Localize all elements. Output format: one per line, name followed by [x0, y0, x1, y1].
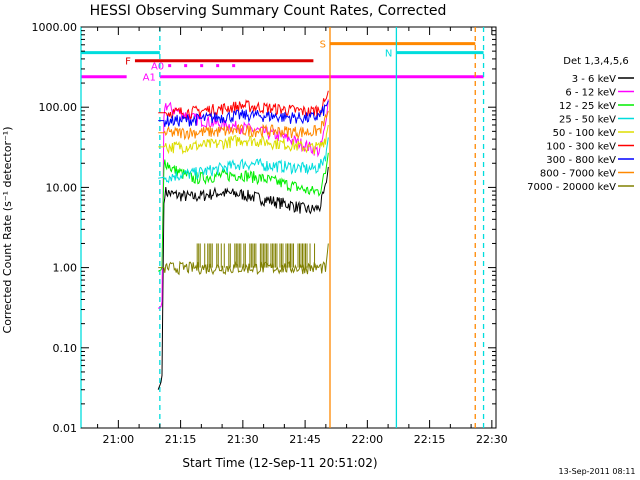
plot-area-border: [80, 26, 497, 429]
y-tick-label: 1000.00: [32, 21, 78, 34]
legend-title: Det 1,3,4,5,6: [563, 56, 628, 67]
series-line: [157, 166, 329, 390]
y-tick-label: 100.00: [39, 101, 78, 114]
series-line: [158, 243, 329, 276]
chart-title: HESSI Observing Summary Count Rates, Cor…: [90, 3, 447, 19]
legend-label: 25 - 50 keV: [559, 115, 616, 126]
x-tick-label: 21:15: [165, 433, 197, 446]
legend-label: 800 - 7000 keV: [540, 169, 616, 180]
y-tick-label: 0.10: [53, 342, 78, 355]
flag-label: A1: [143, 73, 156, 84]
flag-label: S: [320, 40, 326, 51]
legend-label: 300 - 800 keV: [546, 155, 616, 166]
x-tick-label: 21:45: [289, 433, 321, 446]
y-tick-label: 0.01: [53, 422, 78, 435]
legend-label: 3 - 6 keV: [572, 74, 616, 85]
vline-layer: [80, 27, 485, 428]
flag-label: A0: [151, 62, 164, 73]
legend-label: 7000 - 20000 keV: [527, 182, 616, 193]
series-layer: [157, 90, 329, 390]
y-tick-label: 1.00: [53, 262, 78, 275]
legend: Det 1,3,4,5,6 3 - 6 keV 6 - 12 keV 12 - 25…: [527, 56, 634, 193]
plot-frame: [80, 26, 497, 429]
series-line: [158, 90, 329, 120]
timestamp-stamp: 13-Sep-2011 08:11: [559, 467, 636, 476]
series-line: [158, 100, 329, 128]
tick-layer: 1000.00 100.00 10.00 1.00 0.10 0.01 21:00 21:15…: [32, 21, 508, 446]
x-tick-label: 22:30: [476, 433, 508, 446]
series-line: [158, 124, 329, 155]
x-tick-label: 22:00: [351, 433, 383, 446]
x-tick-label: 22:15: [414, 433, 446, 446]
flag-label: F: [125, 57, 131, 68]
legend-label: 12 - 25 keV: [559, 101, 616, 112]
y-tick-label: 10.00: [46, 181, 78, 194]
x-tick-label: 21:00: [102, 433, 134, 446]
flag-label: N: [385, 49, 392, 60]
legend-label: 100 - 300 keV: [546, 142, 616, 153]
legend-label: 6 - 12 keV: [565, 88, 616, 99]
legend-label: 50 - 100 keV: [553, 128, 617, 139]
y-axis-label: Corrected Count Rate (s⁻¹ detector⁻¹): [1, 127, 14, 334]
series-line: [158, 110, 329, 141]
x-tick-label: 21:30: [227, 433, 259, 446]
series-line: [157, 152, 329, 272]
x-axis-label: Start Time (12-Sep-11 20:51:02): [182, 456, 377, 470]
series-line: [158, 137, 329, 184]
